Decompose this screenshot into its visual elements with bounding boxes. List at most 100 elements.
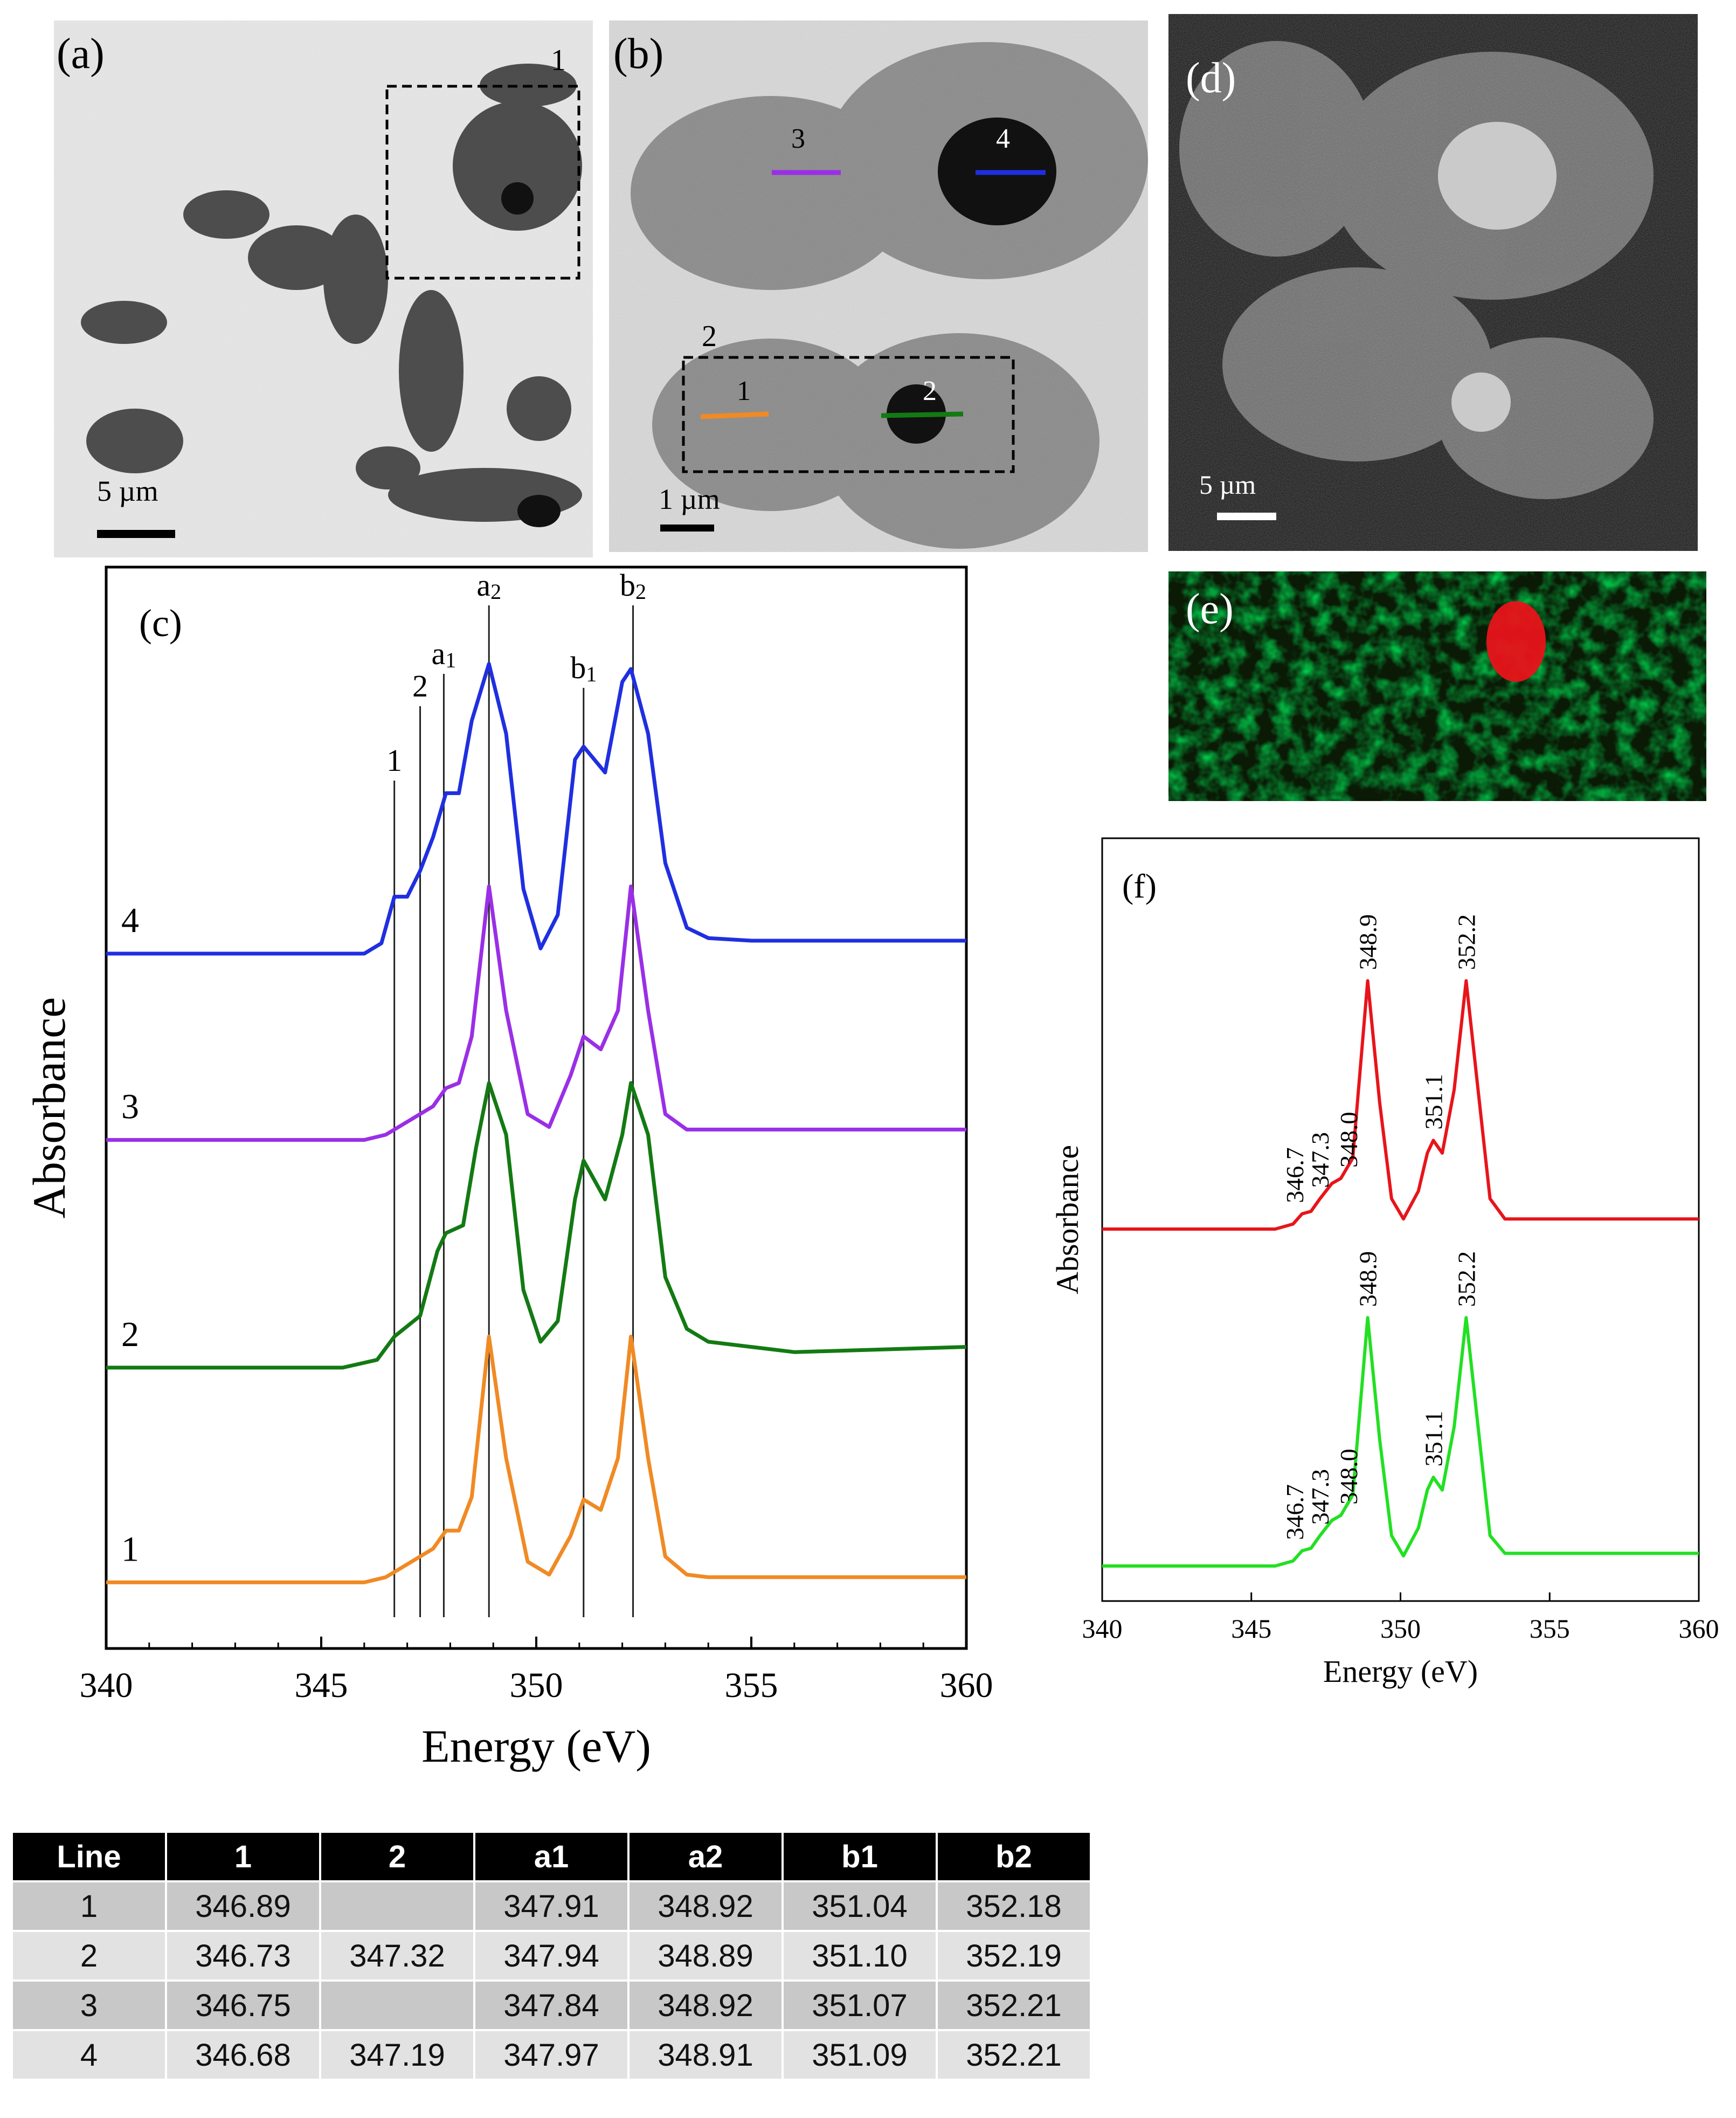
- panel-c-label: (c): [139, 602, 182, 645]
- peak-label: 346.7: [1281, 1484, 1309, 1540]
- panel-b-line-label-3: 3: [791, 123, 805, 154]
- table-cell: 346.75: [165, 1979, 321, 2031]
- panel-a-image: [54, 20, 593, 557]
- peak-label: 348.9: [1354, 1251, 1382, 1307]
- x-tick-label: 345: [295, 1666, 348, 1705]
- table-row: 3 346.75 347.84 348.92 351.07 352.21: [11, 1979, 1092, 2031]
- y-axis-label: Absorbance: [23, 997, 75, 1219]
- panel-d-scale-bar-label: 5 µm: [1199, 470, 1256, 500]
- table-cell: 347.94: [473, 1930, 630, 1982]
- panel-b-image: [609, 20, 1148, 552]
- series-line-1: [106, 1334, 966, 1584]
- x-tick-label: 360: [940, 1666, 993, 1705]
- table-cell: 352.21: [936, 1979, 1092, 2031]
- marker-line-label: a1: [432, 636, 457, 672]
- table-header-cell: a2: [627, 1831, 784, 1882]
- panel-d-label: (d): [1186, 54, 1236, 102]
- x-tick-label: 360: [1679, 1613, 1719, 1644]
- table-cell: 347.91: [473, 1880, 630, 1932]
- panel-e-label: (e): [1186, 585, 1234, 633]
- table-cell: [319, 1880, 475, 1932]
- peak-label: 347.3: [1306, 1132, 1334, 1188]
- table-cell: 346.73: [165, 1930, 321, 1982]
- panel-b-line-label-4: 4: [996, 123, 1010, 154]
- series-line-4: [106, 661, 966, 956]
- series-line-3: [106, 884, 966, 1142]
- panel-b-box-label: 2: [702, 320, 717, 353]
- peak-label: 346.7: [1281, 1147, 1309, 1203]
- peak-position-table: Line 1 2 a1 a2 b1 b2 1 346.89 347.91 348…: [11, 1831, 1092, 2081]
- x-axis-label: Energy (eV): [1323, 1654, 1478, 1689]
- marker-line-label: 2: [412, 668, 428, 703]
- series-label: 2: [121, 1315, 139, 1354]
- x-tick-label: 355: [725, 1666, 778, 1705]
- peak-label: 348.9: [1354, 914, 1382, 970]
- table-header-cell: b2: [936, 1831, 1092, 1882]
- x-tick-label: 340: [1082, 1613, 1123, 1644]
- panel-d-image: [1168, 14, 1698, 551]
- table-cell: 348.92: [627, 1880, 784, 1932]
- table-cell: 351.09: [781, 2029, 938, 2081]
- table-row: 1 346.89 347.91 348.92 351.04 352.18: [11, 1880, 1092, 1932]
- table-cell: 2: [11, 1930, 167, 1982]
- peak-label: 351.1: [1420, 1411, 1447, 1467]
- table-cell: 347.84: [473, 1979, 630, 2031]
- table-cell: 346.68: [165, 2029, 321, 2081]
- table-cell: 351.04: [781, 1880, 938, 1932]
- x-tick-label: 350: [1380, 1613, 1421, 1644]
- table-cell: 352.21: [936, 2029, 1092, 2081]
- peak-label: 348.0: [1335, 1449, 1362, 1505]
- x-tick-label: 355: [1530, 1613, 1570, 1644]
- x-tick-label: 345: [1231, 1613, 1271, 1644]
- table-header-cell: b1: [781, 1831, 938, 1882]
- series-label: 1: [121, 1529, 139, 1569]
- table-row: 4 346.68 347.19 347.97 348.91 351.09 352…: [11, 2029, 1092, 2081]
- table-cell: 347.19: [319, 2029, 475, 2081]
- peak-label: 352.2: [1453, 1251, 1480, 1307]
- table-cell: 352.19: [936, 1930, 1092, 1982]
- table-header-cell: 2: [319, 1831, 475, 1882]
- series-label: 3: [121, 1087, 139, 1127]
- table-cell: 347.97: [473, 2029, 630, 2081]
- panel-f-label: (f): [1122, 867, 1157, 905]
- table-cell: 3: [11, 1979, 167, 2031]
- series-line-red: [1102, 979, 1699, 1231]
- panel-b-line-label-1: 1: [737, 376, 751, 406]
- series-label: 4: [121, 901, 139, 940]
- peak-label: 348.0: [1335, 1112, 1362, 1168]
- series-line-2: [106, 1081, 967, 1370]
- marker-line-label: 1: [386, 743, 402, 778]
- table-cell: 351.10: [781, 1930, 938, 1982]
- table-cell: 346.89: [165, 1880, 321, 1932]
- panel-a-box-label: 1: [551, 44, 566, 77]
- table-cell: [319, 1979, 475, 2031]
- panel-b-label: (b): [613, 30, 664, 78]
- panel-e-image: [1168, 571, 1706, 801]
- peak-label: 352.2: [1453, 914, 1480, 970]
- table-header-cell: a1: [473, 1831, 630, 1882]
- panel-b-scale-bar-label: 1 µm: [659, 483, 720, 515]
- table-cell: 348.92: [627, 1979, 784, 2031]
- peak-label: 347.3: [1306, 1469, 1334, 1525]
- table-cell: 347.32: [319, 1930, 475, 1982]
- table-cell: 348.91: [627, 2029, 784, 2081]
- table-header-cell: 1: [165, 1831, 321, 1882]
- table-header-cell: Line: [11, 1831, 167, 1882]
- x-axis-label: Energy (eV): [421, 1720, 651, 1772]
- series-line-green: [1102, 1316, 1699, 1568]
- x-tick-label: 340: [80, 1666, 133, 1705]
- panel-b-line-label-2: 2: [923, 376, 937, 406]
- table-cell: 4: [11, 2029, 167, 2081]
- table-header-row: Line 1 2 a1 a2 b1 b2: [11, 1831, 1092, 1882]
- table-cell: 1: [11, 1880, 167, 1932]
- x-tick-label: 350: [510, 1666, 563, 1705]
- panel-a-label: (a): [57, 30, 105, 78]
- table-cell: 352.18: [936, 1880, 1092, 1932]
- table-row: 2 346.73 347.32 347.94 348.89 351.10 352…: [11, 1930, 1092, 1982]
- panel-a-scale-bar-label: 5 µm: [97, 475, 158, 507]
- table-cell: 351.07: [781, 1979, 938, 2031]
- peak-label: 351.1: [1420, 1074, 1447, 1130]
- y-axis-label: Absorbance: [1050, 1145, 1085, 1294]
